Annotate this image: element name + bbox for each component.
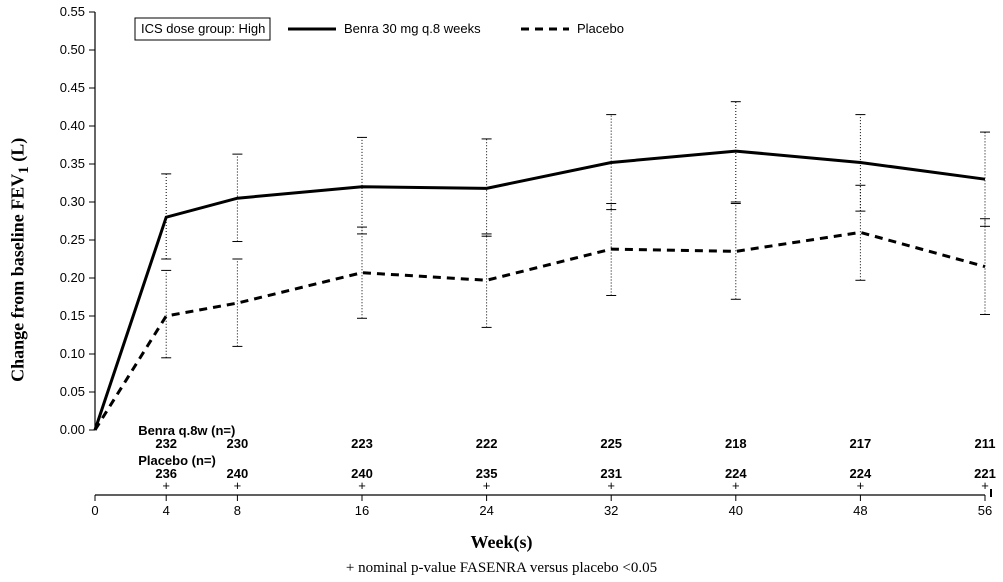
svg-text:218: 218 [725, 436, 747, 451]
svg-text:+: + [857, 478, 865, 493]
svg-text:0.10: 0.10 [60, 346, 85, 361]
svg-text:230: 230 [227, 436, 249, 451]
x-axis-label-text: Week(s) [471, 532, 533, 552]
svg-text:211: 211 [975, 436, 996, 451]
svg-text:Benra q.8w (n=): Benra q.8w (n=) [138, 423, 235, 438]
svg-text:0.35: 0.35 [60, 156, 85, 171]
svg-text:222: 222 [476, 436, 498, 451]
svg-text:+: + [483, 478, 491, 493]
svg-text:ICS dose group: High: ICS dose group: High [141, 21, 265, 36]
svg-text:217: 217 [850, 436, 872, 451]
svg-text:8: 8 [234, 503, 241, 518]
svg-text:0.30: 0.30 [60, 194, 85, 209]
svg-text:24: 24 [479, 503, 493, 518]
svg-text:223: 223 [351, 436, 373, 451]
svg-text:0.25: 0.25 [60, 232, 85, 247]
series-benra [95, 151, 985, 430]
svg-text:0.15: 0.15 [60, 308, 85, 323]
y-axis-label-text: Change from baseline FEV1 (L) [7, 138, 33, 382]
svg-text:+: + [981, 478, 989, 493]
svg-text:0.50: 0.50 [60, 42, 85, 57]
footnote: + nominal p-value FASENRA versus placebo… [0, 560, 1003, 577]
svg-text:32: 32 [604, 503, 618, 518]
svg-text:0.40: 0.40 [60, 118, 85, 133]
y-axis-label: Change from baseline FEV1 (L) [6, 0, 34, 520]
svg-text:56: 56 [978, 503, 992, 518]
svg-text:Benra 30 mg q.8 weeks: Benra 30 mg q.8 weeks [344, 21, 481, 36]
svg-text:0.55: 0.55 [60, 4, 85, 19]
chart-plot: 0.00 0.05 0.10 0.15 0.20 0.25 0.30 0.35 0.40 0.45… [0, 0, 1003, 530]
svg-text:+: + [607, 478, 615, 493]
svg-text:0.45: 0.45 [60, 80, 85, 95]
svg-text:+: + [732, 478, 740, 493]
svg-text:40: 40 [729, 503, 743, 518]
svg-text:48: 48 [853, 503, 867, 518]
svg-text:0: 0 [91, 503, 98, 518]
svg-text:4: 4 [163, 503, 170, 518]
svg-text:16: 16 [355, 503, 369, 518]
series-placebo [95, 232, 985, 430]
x-axis-label: Week(s) [0, 532, 1003, 553]
svg-text:+: + [162, 478, 170, 493]
svg-text:+: + [358, 478, 366, 493]
svg-text:0.20: 0.20 [60, 270, 85, 285]
svg-text:Placebo: Placebo [577, 21, 624, 36]
svg-text:232: 232 [155, 436, 177, 451]
svg-text:0.05: 0.05 [60, 384, 85, 399]
svg-text:0.00: 0.00 [60, 422, 85, 437]
svg-text:225: 225 [600, 436, 622, 451]
svg-text:+: + [234, 478, 242, 493]
footnote-text: + nominal p-value FASENRA versus placebo… [346, 560, 657, 576]
